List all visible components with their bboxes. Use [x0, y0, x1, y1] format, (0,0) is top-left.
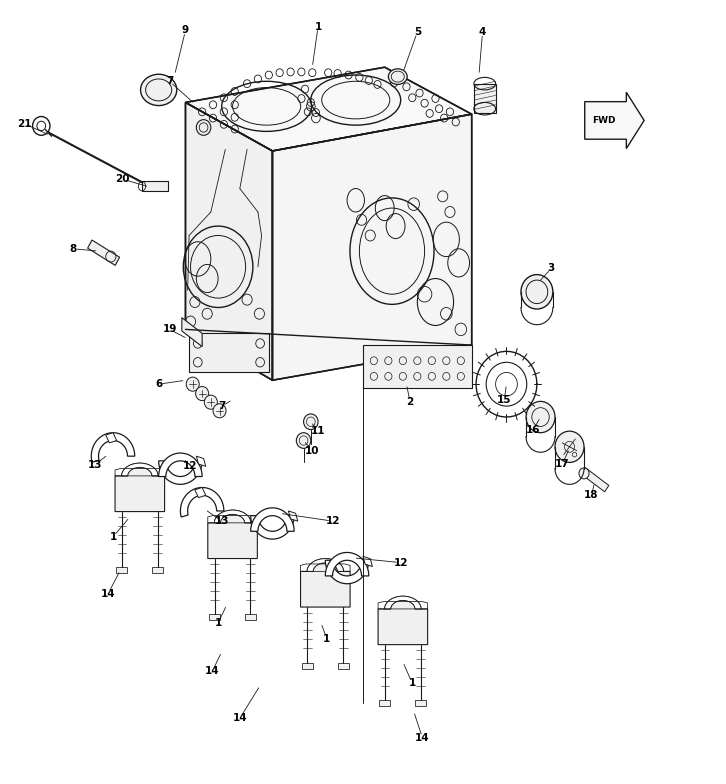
Polygon shape — [325, 561, 369, 584]
Polygon shape — [159, 461, 202, 485]
Polygon shape — [301, 561, 350, 607]
Polygon shape — [195, 488, 205, 498]
Text: 20: 20 — [115, 174, 130, 184]
Polygon shape — [180, 488, 224, 517]
Text: 8: 8 — [70, 244, 77, 254]
Text: 2: 2 — [407, 397, 414, 407]
Text: 1: 1 — [314, 21, 322, 31]
Polygon shape — [584, 93, 644, 149]
Bar — [474, 84, 496, 114]
Polygon shape — [185, 67, 472, 151]
Text: 1: 1 — [409, 678, 416, 688]
Text: 14: 14 — [415, 733, 430, 743]
Bar — [415, 700, 426, 706]
Text: 13: 13 — [88, 459, 102, 470]
Polygon shape — [159, 453, 202, 477]
Polygon shape — [307, 558, 343, 572]
Text: 7: 7 — [166, 76, 174, 86]
Polygon shape — [189, 333, 269, 372]
Text: 1: 1 — [110, 532, 117, 542]
Polygon shape — [122, 463, 158, 476]
Polygon shape — [325, 553, 369, 576]
Polygon shape — [378, 597, 428, 644]
Polygon shape — [385, 596, 421, 609]
Text: 4: 4 — [479, 27, 486, 37]
Circle shape — [213, 404, 226, 418]
Polygon shape — [182, 318, 202, 347]
Text: 11: 11 — [311, 426, 325, 436]
Polygon shape — [214, 510, 250, 523]
Polygon shape — [288, 511, 298, 521]
Bar — [152, 568, 163, 573]
Circle shape — [303, 414, 318, 430]
Ellipse shape — [526, 401, 555, 433]
Text: 15: 15 — [497, 395, 512, 405]
Bar — [581, 467, 609, 492]
Text: 12: 12 — [325, 516, 340, 526]
Text: 3: 3 — [548, 263, 555, 274]
Text: 1: 1 — [323, 633, 330, 644]
Text: 6: 6 — [155, 379, 163, 389]
Polygon shape — [91, 433, 135, 463]
Text: 10: 10 — [305, 445, 319, 456]
Bar — [116, 568, 128, 573]
Polygon shape — [250, 508, 294, 532]
Ellipse shape — [388, 69, 407, 85]
Bar — [380, 700, 391, 706]
Circle shape — [296, 433, 311, 448]
Bar — [245, 615, 256, 620]
Polygon shape — [196, 456, 205, 466]
Text: 9: 9 — [182, 25, 189, 35]
Text: 12: 12 — [183, 461, 197, 471]
Polygon shape — [185, 103, 272, 380]
Polygon shape — [272, 114, 472, 380]
Text: 1: 1 — [214, 618, 221, 628]
Circle shape — [204, 395, 217, 409]
Polygon shape — [115, 465, 165, 512]
Polygon shape — [363, 557, 372, 567]
Bar — [338, 662, 348, 669]
Text: FWD: FWD — [592, 116, 616, 125]
Text: 14: 14 — [205, 666, 219, 677]
Ellipse shape — [521, 274, 552, 309]
Polygon shape — [208, 512, 257, 558]
Text: 21: 21 — [17, 118, 31, 129]
Polygon shape — [385, 596, 421, 609]
Polygon shape — [214, 510, 250, 523]
Polygon shape — [106, 433, 117, 443]
Text: 14: 14 — [232, 713, 247, 724]
Ellipse shape — [141, 74, 176, 106]
Text: 12: 12 — [393, 557, 408, 568]
Text: 5: 5 — [414, 27, 421, 37]
Circle shape — [186, 377, 199, 391]
Bar — [142, 181, 168, 191]
Text: 14: 14 — [101, 589, 115, 599]
Circle shape — [196, 120, 211, 136]
Text: 7: 7 — [218, 401, 225, 411]
Bar — [88, 240, 120, 265]
Circle shape — [579, 468, 589, 479]
Text: 17: 17 — [555, 459, 570, 469]
Polygon shape — [307, 558, 343, 572]
Text: 16: 16 — [526, 425, 541, 434]
Bar — [209, 615, 220, 620]
Circle shape — [195, 387, 208, 401]
Text: 13: 13 — [214, 516, 229, 526]
Polygon shape — [122, 463, 158, 476]
Text: 19: 19 — [163, 325, 176, 335]
Polygon shape — [250, 516, 294, 539]
Text: 18: 18 — [584, 490, 598, 500]
Ellipse shape — [555, 431, 584, 463]
Bar — [302, 662, 313, 669]
Polygon shape — [363, 345, 472, 388]
